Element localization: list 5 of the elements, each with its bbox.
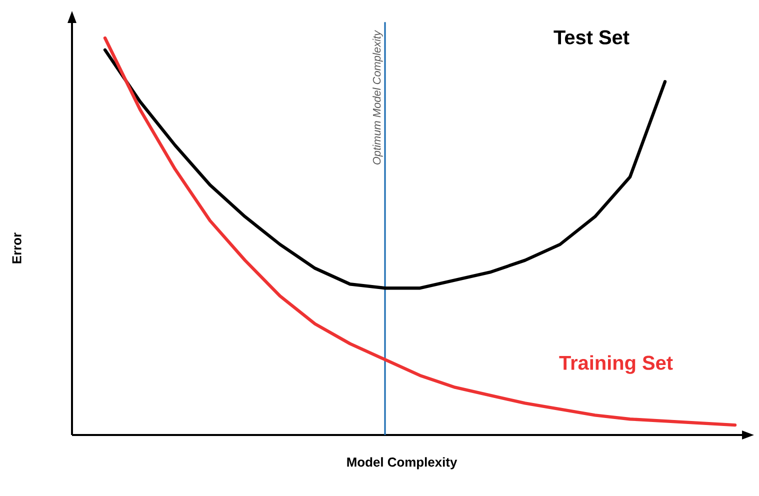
annotation: Optimum Model Complexity	[372, 30, 383, 164]
x-axis-title: Model Complexity	[347, 457, 458, 470]
text: Test Set	[554, 30, 630, 44]
y-axis-title: Error	[12, 232, 22, 264]
series-label: Training Set	[559, 355, 673, 374]
